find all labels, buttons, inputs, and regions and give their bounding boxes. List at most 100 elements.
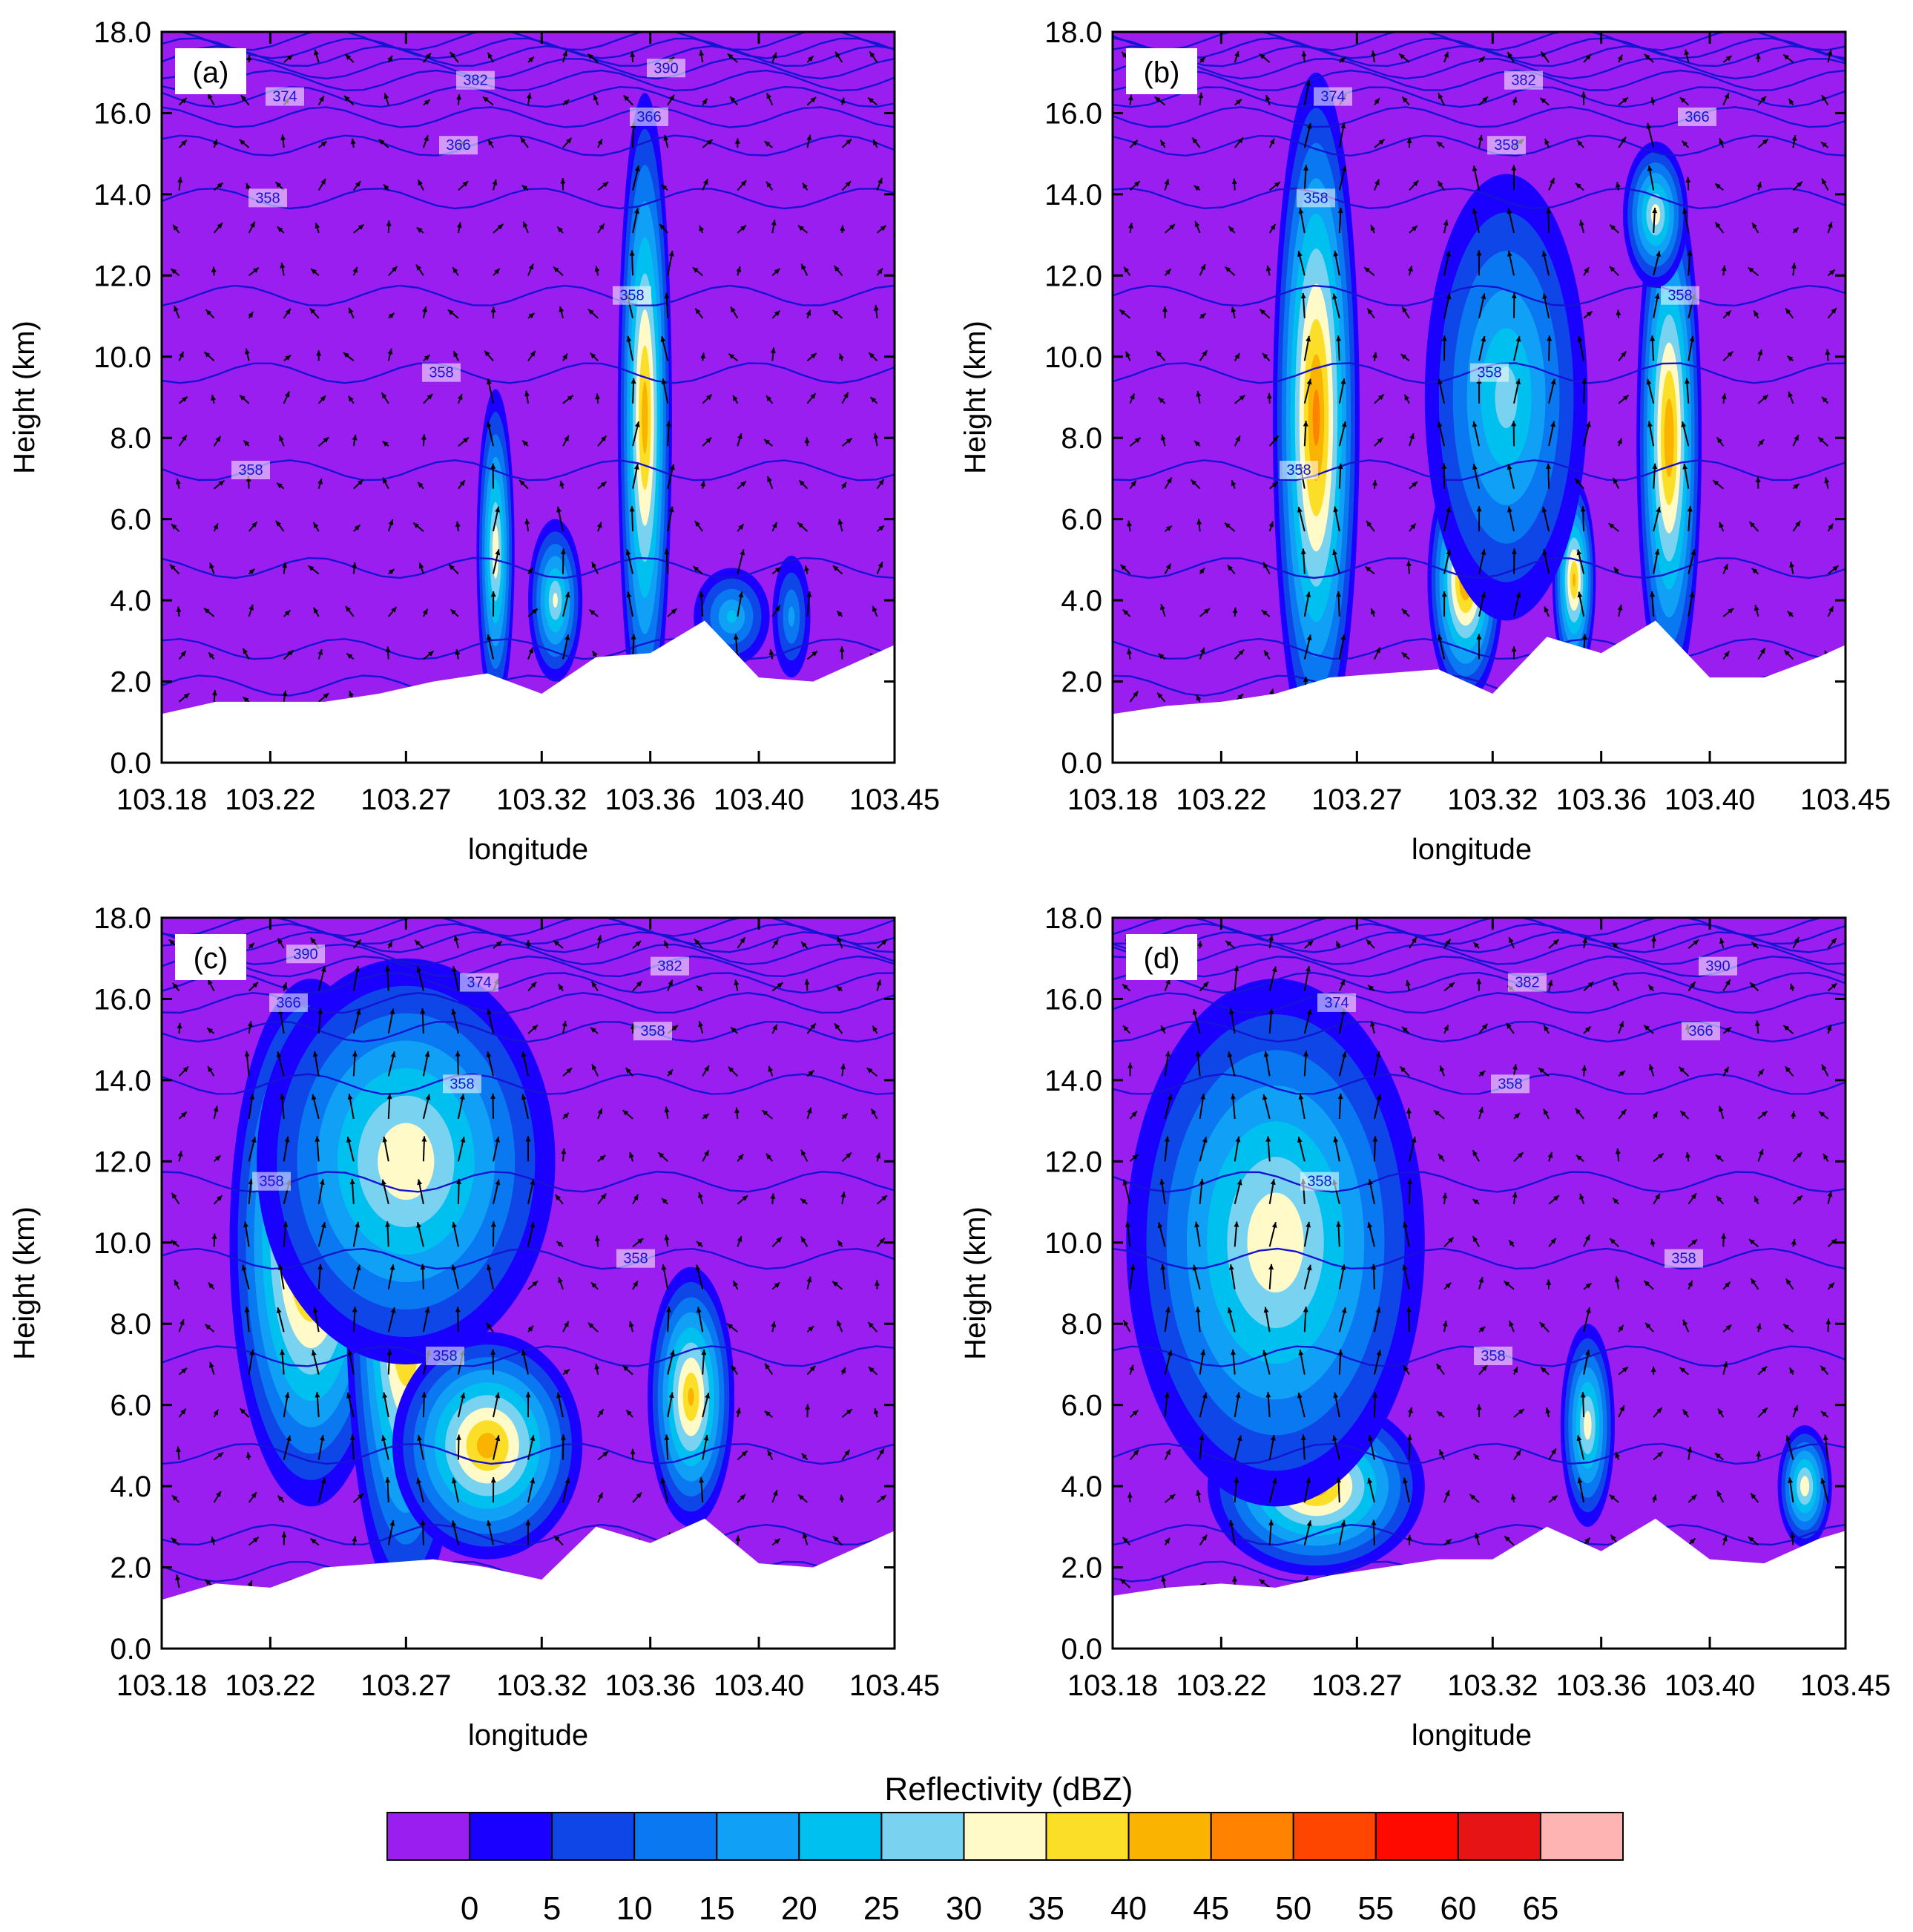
wind-vector-head <box>349 1178 355 1185</box>
wind-vector-head <box>1332 293 1337 300</box>
wind-vector-head <box>482 96 489 102</box>
wind-vector-head <box>1613 980 1619 987</box>
wind-vector-head <box>1580 506 1586 512</box>
wind-vector-head <box>1376 1094 1382 1100</box>
wind-vector-head <box>387 55 392 62</box>
wind-vector-head <box>240 395 246 401</box>
wind-vector-head <box>425 1094 431 1100</box>
wind-vector-head <box>317 1008 323 1014</box>
y-tick-label: 6.0 <box>110 504 151 536</box>
wind-vector-head <box>1231 1094 1236 1100</box>
wind-vector-head <box>1713 480 1719 486</box>
wind-vector-head <box>1438 180 1443 187</box>
wind-vector-head <box>1200 1094 1206 1100</box>
wind-vector-head <box>388 519 394 525</box>
contour-label-box <box>426 1347 464 1365</box>
wind-vector-head <box>765 1153 771 1160</box>
wind-vector-head <box>1754 1020 1760 1026</box>
contour-line <box>162 955 895 978</box>
wind-vector-head <box>1725 1324 1732 1330</box>
wind-vector-head <box>564 591 570 598</box>
wind-vector-head <box>1265 1392 1271 1398</box>
colorbar-label: 20 <box>781 1890 817 1927</box>
wind-vector-head <box>564 1321 569 1327</box>
wind-vector-head <box>1680 1111 1686 1117</box>
wind-vector-head <box>702 98 708 105</box>
y-axis-title: Height (km) <box>959 1206 992 1360</box>
wind-vector-head <box>1333 1136 1339 1143</box>
wind-vector-head <box>522 440 528 447</box>
wind-vector-head <box>1263 562 1268 568</box>
x-tick-label: 103.32 <box>1447 1669 1538 1702</box>
wind-vector-head <box>390 1051 396 1058</box>
contour-label-box <box>630 107 668 126</box>
wind-vector-head <box>842 1113 848 1120</box>
wind-vector-head <box>521 1350 527 1356</box>
wind-vector-head <box>525 1136 531 1142</box>
wind-vector-head <box>762 1110 768 1116</box>
wind-vector-head <box>555 1195 561 1200</box>
wind-vector-head <box>382 1136 388 1143</box>
wind-vector-head <box>1231 178 1237 185</box>
wind-vector-head <box>559 480 565 487</box>
wind-vector-head <box>352 1307 358 1312</box>
wind-vector-head <box>1481 591 1486 598</box>
wind-vector-head <box>1784 650 1790 656</box>
wind-vector-head <box>878 525 884 531</box>
wind-vector-head <box>523 221 528 228</box>
wind-vector-head <box>1656 507 1661 513</box>
wind-vector-head <box>1644 1281 1650 1287</box>
contour-line <box>174 32 895 51</box>
wind-vector-head <box>1577 591 1583 598</box>
wind-vector-head <box>1550 378 1556 385</box>
wind-vector-head <box>1797 181 1802 188</box>
contour-label-box <box>1699 956 1737 976</box>
wind-vector-head <box>774 1282 780 1288</box>
contour-line <box>1113 931 1845 953</box>
wind-vector-head <box>766 93 771 99</box>
wind-vector-head <box>277 938 283 944</box>
wind-vector-head <box>1199 313 1206 319</box>
wind-vector-head <box>319 96 324 102</box>
wind-vector-head <box>1722 1361 1728 1367</box>
wind-vector-head <box>528 56 534 62</box>
wind-vector-head <box>456 1178 462 1185</box>
wind-vector-head <box>455 1307 461 1312</box>
contour-line <box>162 134 895 157</box>
contour-label: 382 <box>463 73 487 89</box>
wind-vector-head <box>556 1241 563 1247</box>
wind-vector-head <box>1584 1026 1591 1033</box>
wind-vector-head <box>871 1108 877 1115</box>
wind-vector-head <box>346 1137 352 1143</box>
contour-label: 366 <box>446 137 470 154</box>
contour-label-box <box>647 59 685 78</box>
wind-vector-head <box>1271 1478 1277 1484</box>
wind-vector-head <box>311 1094 317 1100</box>
wind-vector-head <box>1619 1405 1624 1412</box>
wind-vector-head <box>1511 165 1517 171</box>
wind-vector-head <box>591 982 597 988</box>
wind-vector-head <box>1615 1452 1620 1459</box>
wind-vector-head <box>487 378 492 385</box>
wind-vector-head <box>182 1066 188 1073</box>
wind-vector-head <box>246 1452 251 1458</box>
wind-vector-head <box>1517 1152 1524 1158</box>
wind-vector-head <box>705 437 712 444</box>
contour-label: 366 <box>276 995 300 1011</box>
wind-vector-head <box>280 1349 285 1356</box>
wind-vector-head <box>1481 549 1486 556</box>
wind-vector-head <box>277 226 283 233</box>
wind-vector-head <box>216 1195 223 1201</box>
wind-vector-head <box>1376 1350 1382 1356</box>
terrain <box>1113 620 1845 763</box>
wind-vector-head <box>320 141 327 147</box>
wind-vector-head <box>1127 648 1132 654</box>
wind-vector-head <box>1654 293 1660 300</box>
wind-vector-head <box>1758 1069 1764 1075</box>
wind-vector-head <box>1446 506 1451 513</box>
wind-vector-head <box>487 1008 492 1015</box>
wind-vector-head <box>803 183 808 189</box>
wind-vector-head <box>1756 1451 1762 1457</box>
wind-vector-head <box>495 506 500 513</box>
wind-vector-head <box>728 1066 734 1073</box>
